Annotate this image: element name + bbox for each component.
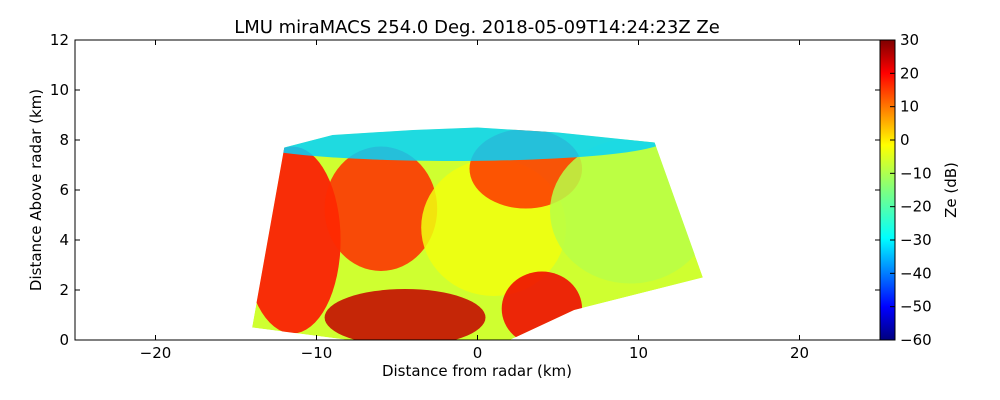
reflectivity-region xyxy=(501,271,583,340)
x-tick-label: 20 xyxy=(790,344,809,362)
y-axis: 0 2 4 6 8 10 12 xyxy=(50,31,880,349)
x-tick-label: 10 xyxy=(629,344,648,362)
y-tick-label: 10 xyxy=(50,81,69,99)
y-tick-label: 0 xyxy=(59,331,69,349)
colorbar-tick-label: −20 xyxy=(900,198,932,216)
y-tick-label: 12 xyxy=(50,31,69,49)
echo-sector xyxy=(252,127,703,340)
colorbar-tick-label: 10 xyxy=(900,98,919,116)
colorbar-label: Ze (dB) xyxy=(942,162,960,218)
x-tick-label: −10 xyxy=(301,344,333,362)
colorbar-tick-label: 20 xyxy=(900,64,919,82)
colorbar-tick-label: −40 xyxy=(900,264,932,282)
reflectivity-region xyxy=(550,139,703,284)
colorbar-ticks: 30 20 10 0 −10 −20 −30 −40 −50 −60 xyxy=(890,31,932,349)
colorbar-tick-label: 30 xyxy=(900,31,919,49)
colorbar-tick-label: −30 xyxy=(900,231,932,249)
reflectivity-region xyxy=(324,146,438,271)
x-tick-label: 0 xyxy=(473,344,483,362)
colorbar-tick-label: 0 xyxy=(900,131,910,149)
x-axis-label: Distance from radar (km) xyxy=(382,362,572,380)
colorbar xyxy=(879,39,896,341)
y-tick-label: 8 xyxy=(59,131,69,149)
y-tick-label: 6 xyxy=(59,181,69,199)
reflectivity-field xyxy=(252,127,703,340)
colorbar-tick-label: −60 xyxy=(900,331,932,349)
reflectivity-region xyxy=(252,146,341,334)
x-tick-label: −20 xyxy=(140,344,172,362)
reflectivity-region xyxy=(324,289,486,340)
y-tick-label: 2 xyxy=(59,281,69,299)
colorbar-tick-label: −10 xyxy=(900,164,932,182)
y-tick-label: 4 xyxy=(59,231,69,249)
reflectivity-region xyxy=(252,127,663,161)
colorbar-tick-label: −50 xyxy=(900,298,932,316)
x-axis: −20 −10 0 10 20 xyxy=(140,40,809,362)
chart-title: LMU miraMACS 254.0 Deg. 2018-05-09T14:24… xyxy=(234,17,720,38)
y-axis-label: Distance Above radar (km) xyxy=(27,89,45,291)
